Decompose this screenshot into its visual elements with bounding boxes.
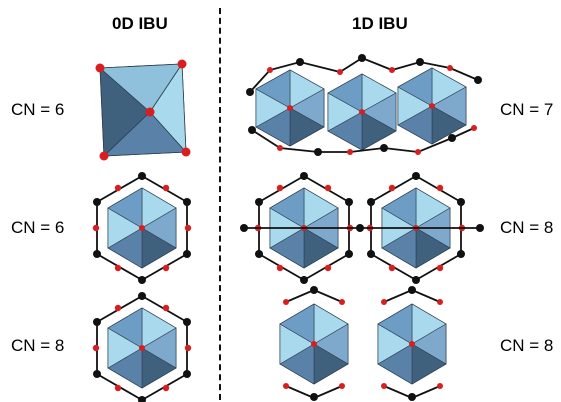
label-row2-left: CN = 6 [11, 218, 65, 237]
label-row1-left: CN = 6 [11, 100, 65, 119]
label-row2-right: CN = 8 [500, 218, 554, 237]
chain-1d-cn7 [246, 54, 482, 156]
cluster-0d-cn6 [91, 171, 193, 285]
header-0d-ibu: 0D IBU [112, 14, 168, 33]
label-row1-right: CN = 7 [500, 100, 554, 119]
dashed-divider [219, 8, 221, 400]
cluster-0d-cn8 [91, 291, 193, 402]
chain-1d-cn8-row2 [240, 171, 484, 285]
header-1d-ibu: 1D IBU [352, 14, 408, 33]
label-row3-right: CN = 8 [500, 336, 554, 355]
label-row3-left: CN = 8 [11, 336, 65, 355]
octahedron-0d-cn6 [95, 59, 191, 161]
chain-1d-cn8-row3 [279, 286, 447, 401]
